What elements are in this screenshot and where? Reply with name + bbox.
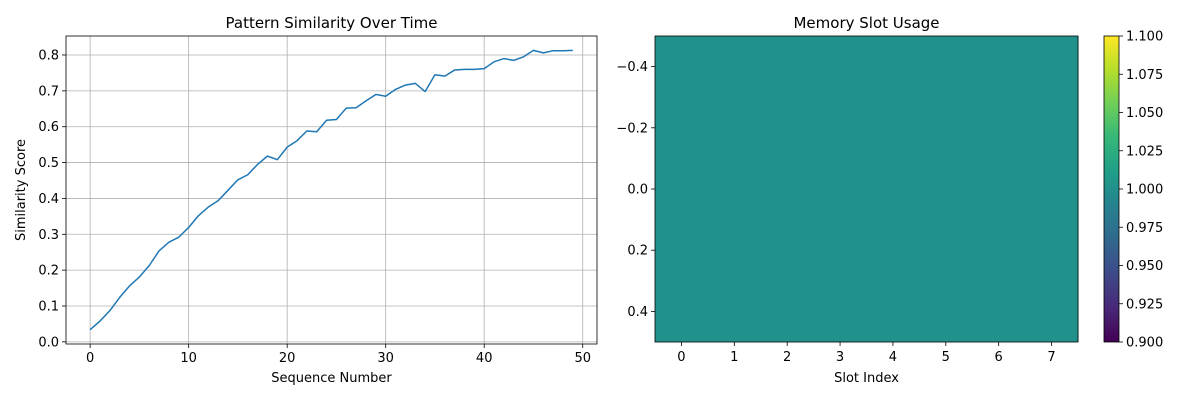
- colorbar-tick-label: 1.000: [1126, 183, 1163, 198]
- x-axis-label: Sequence Number: [271, 371, 392, 386]
- x-tick-label: 0: [86, 351, 94, 366]
- memory-slot-heatmap: 0 1 2 3 4 5 6 7 −0.4 −0.2 0.0 0.2 0.4 Memory Slot Usa…: [616, 14, 1079, 386]
- x-axis-label: Slot Index: [834, 371, 899, 386]
- colorbar-tick-label: 0.975: [1126, 221, 1163, 236]
- y-tick-label: 0.7: [38, 84, 59, 99]
- y-tick-label: 0.6: [38, 120, 59, 135]
- y-tick-label: −0.4: [616, 60, 648, 75]
- heatmap-cell: [866, 36, 920, 342]
- x-tick-label: 6: [995, 350, 1003, 365]
- chart-title: Pattern Similarity Over Time: [226, 14, 438, 32]
- y-tick-label: 0.2: [627, 244, 648, 259]
- colorbar-bar: [1103, 35, 1120, 343]
- y-tick-label: 0.2: [38, 264, 59, 279]
- x-tick-label: 4: [889, 350, 897, 365]
- x-tick-label: 30: [377, 351, 394, 366]
- x-tick-label: 20: [279, 351, 296, 366]
- colorbar-tick-label: 0.950: [1126, 259, 1163, 274]
- chart-title: Memory Slot Usage: [793, 14, 939, 32]
- series-line-similarity: [89, 49, 573, 331]
- y-tick-label: −0.2: [616, 121, 648, 136]
- colorbar-tick-label: 1.025: [1126, 144, 1163, 159]
- y-axis-label: Similarity Score: [14, 139, 29, 241]
- colorbar-tick-label: 1.100: [1126, 30, 1163, 45]
- y-tick-label: 0.4: [38, 192, 59, 207]
- y-tick-label: 0.5: [38, 156, 59, 171]
- heatmap-cell: [655, 36, 709, 342]
- similarity-line-chart: 0 10 20 30 40 50 0.0 0.1 0.2 0.3 0.4 0.5 0.6 0.7 0.8 Pa…: [14, 14, 598, 386]
- heatmap-cell: [972, 36, 1026, 342]
- heatmap-cell: [707, 36, 762, 342]
- x-tick-label: 0: [677, 350, 685, 365]
- x-tick-label: 40: [476, 351, 493, 366]
- heatmap-cell: [760, 36, 815, 342]
- x-tick-label: 2: [783, 350, 791, 365]
- plot-frame: [65, 35, 598, 345]
- y-tick-label: 0.1: [38, 299, 59, 314]
- y-tick-label: 0.0: [38, 335, 59, 350]
- x-tick-label: 50: [574, 351, 591, 366]
- heatmap-cell: [1025, 36, 1079, 342]
- x-tick-label: 1: [730, 350, 738, 365]
- heatmap-cell: [813, 36, 867, 342]
- colorbar-tick-label: 1.050: [1126, 106, 1163, 121]
- x-tick-label: 10: [180, 351, 197, 366]
- colorbar: 0.900 0.925 0.950 0.975 1.000 1.025 1.050 1.075…: [1103, 30, 1163, 351]
- colorbar-tick-label: 0.900: [1126, 336, 1163, 351]
- heatmap-cell: [919, 36, 973, 342]
- x-tick-label: 5: [942, 350, 950, 365]
- y-tick-label: 0.4: [627, 305, 648, 320]
- colorbar-tick-label: 0.925: [1126, 297, 1163, 312]
- y-tick-label: 0.0: [627, 183, 648, 198]
- y-tick-label: 0.8: [38, 49, 59, 64]
- x-tick-label: 3: [836, 350, 844, 365]
- x-tick-label: 7: [1047, 350, 1055, 365]
- y-tick-label: 0.3: [38, 228, 59, 243]
- colorbar-tick-label: 1.075: [1126, 68, 1163, 83]
